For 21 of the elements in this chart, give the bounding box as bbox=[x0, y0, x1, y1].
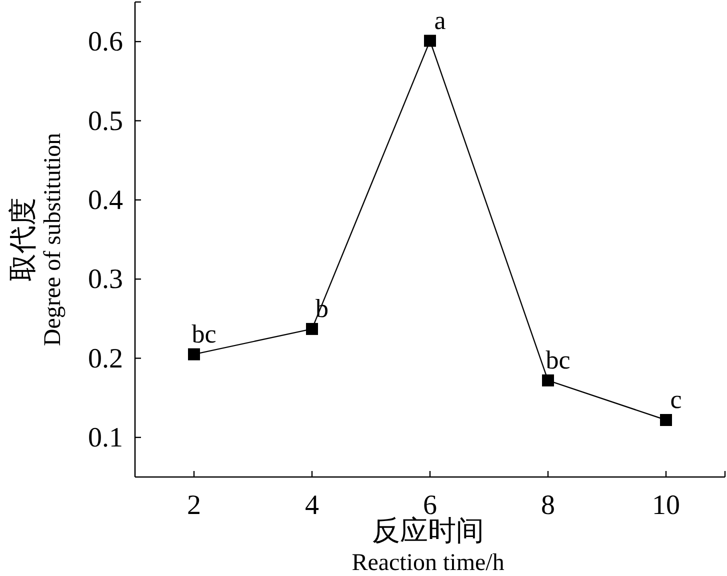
y-axis-title: 取代度 Degree of substitution bbox=[8, 132, 66, 346]
y-tick-label: 0.2 bbox=[88, 343, 123, 374]
annotation: bc bbox=[192, 319, 216, 348]
annotation: c bbox=[670, 385, 682, 414]
annotation: a bbox=[434, 6, 446, 35]
y-tick-label: 0.1 bbox=[88, 422, 123, 454]
point bbox=[306, 322, 318, 335]
point bbox=[424, 34, 436, 47]
y-tick-label: 0.6 bbox=[88, 26, 123, 58]
y-tick-label: 0.4 bbox=[88, 184, 123, 216]
x-tick-label: 10 bbox=[652, 490, 680, 521]
point bbox=[660, 414, 672, 426]
point bbox=[188, 348, 200, 360]
annotation: bc bbox=[546, 345, 570, 374]
x-tick-label: 2 bbox=[187, 490, 201, 521]
y-tick-label: 0.3 bbox=[88, 264, 123, 296]
point bbox=[542, 374, 554, 386]
x-tick-label: 8 bbox=[541, 490, 555, 521]
x-axis-title: 反应时间 Reaction time/h bbox=[352, 516, 504, 576]
y-tick-label: 0.5 bbox=[88, 106, 123, 137]
x-tick-label: 4 bbox=[305, 490, 319, 521]
